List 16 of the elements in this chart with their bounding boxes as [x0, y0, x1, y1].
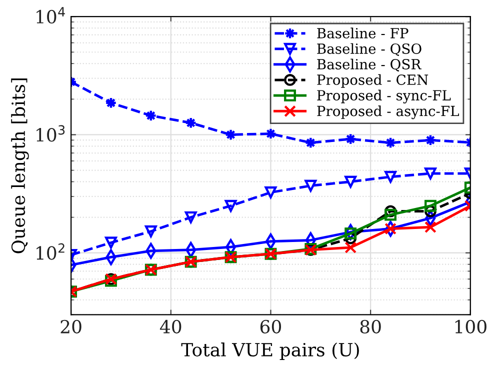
legend-label: Proposed - async-FL	[317, 105, 459, 120]
legend-label: Baseline - FP	[317, 28, 408, 38]
x-tick-label: 20	[60, 320, 82, 334]
y-axis-title: Queue length [bits]	[11, 78, 29, 254]
y-tick-label: 10$^{3}$	[36, 125, 65, 142]
x-tick-label: 100	[455, 320, 486, 334]
y-tick-label: 10$^{2}$	[36, 243, 64, 260]
y-tick-label: 10$^{4}$	[36, 7, 65, 24]
x-tick-label: 80	[360, 320, 381, 334]
x-tick-label: 60	[260, 320, 282, 334]
legend-label: Baseline - QSO	[317, 43, 422, 56]
legend-label: Baseline - QSR	[317, 58, 422, 72]
x-axis-title: Total VUE pairs (U)	[181, 342, 359, 360]
legend-label: Proposed - sync-FL	[317, 90, 451, 104]
legend-label: Proposed - CEN	[317, 74, 428, 88]
x-tick-label: 40	[160, 320, 182, 334]
